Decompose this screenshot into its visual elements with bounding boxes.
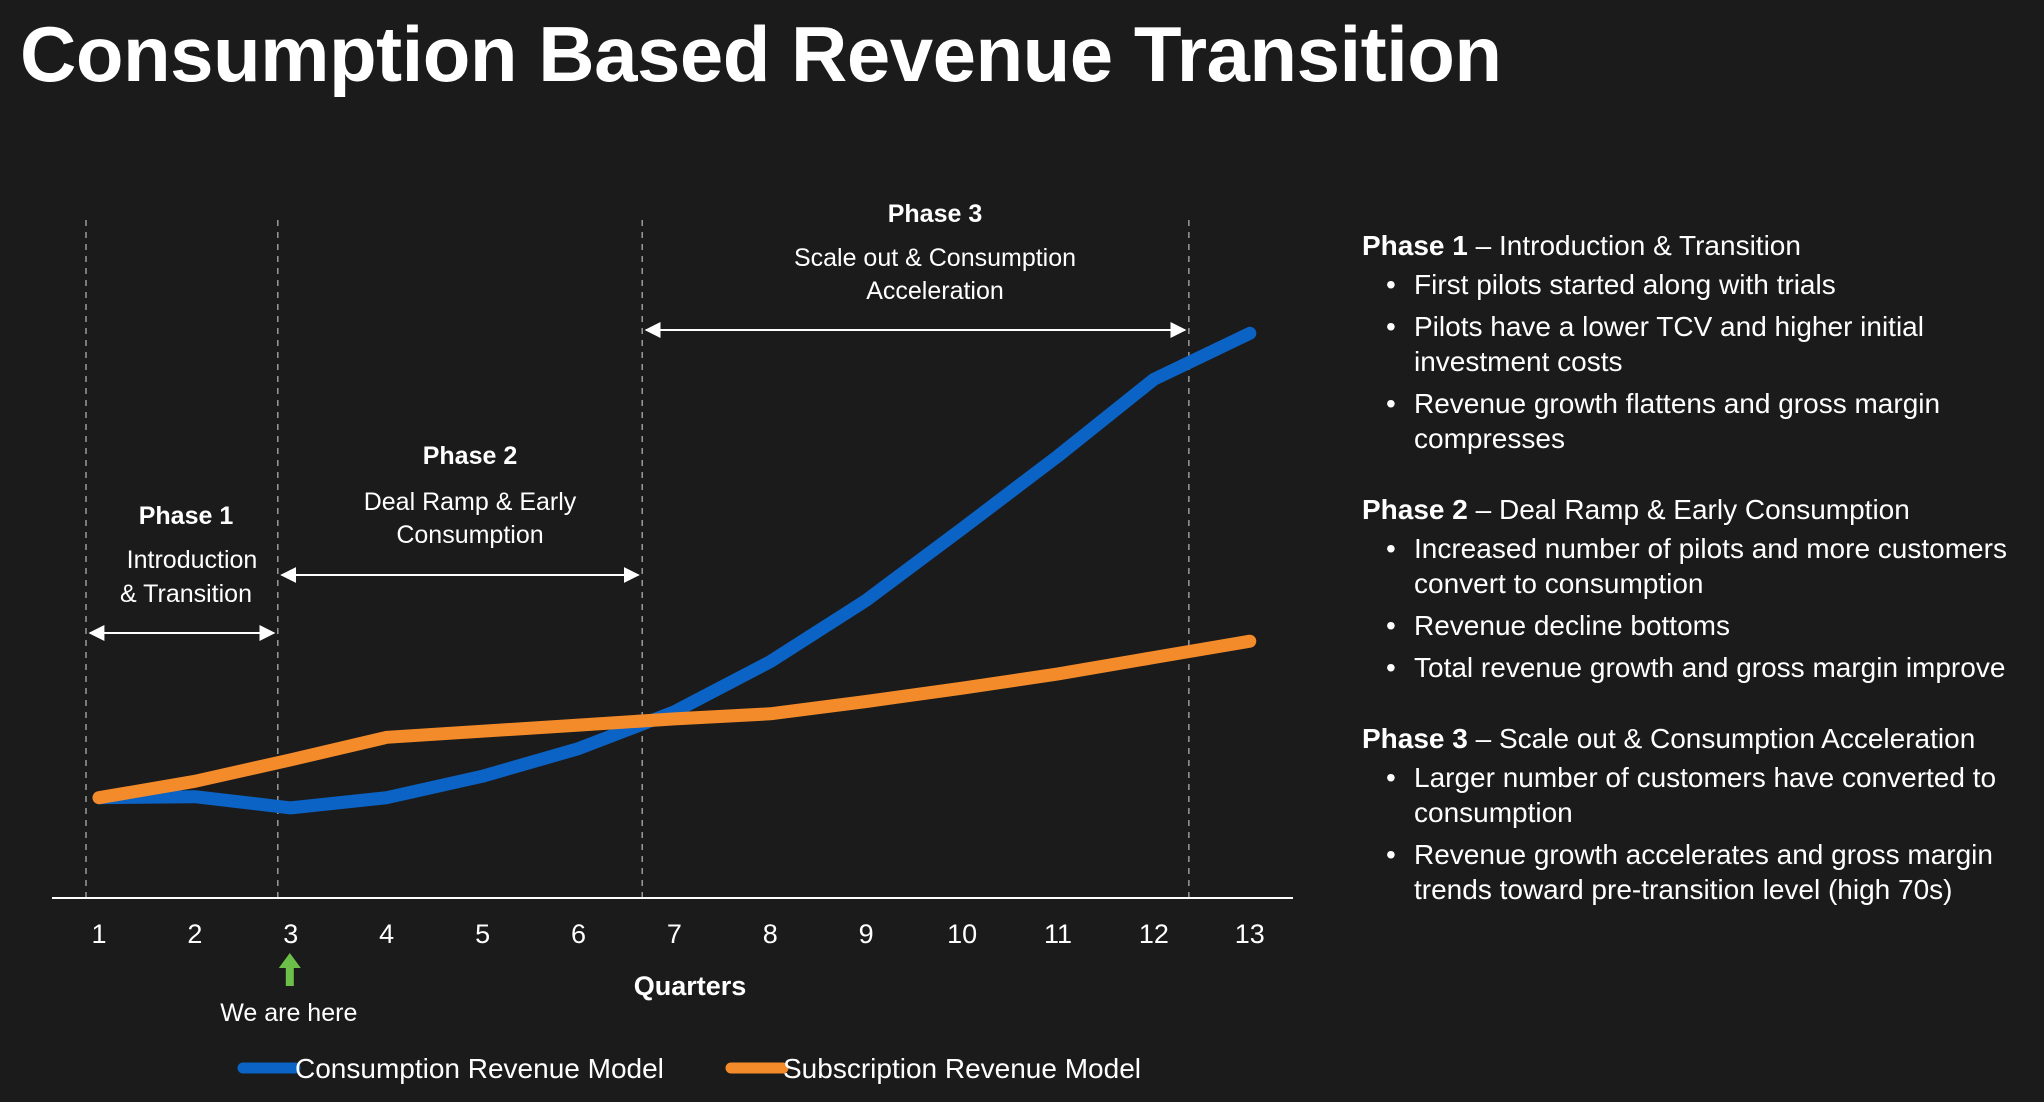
x-tick-label: 4: [379, 919, 394, 949]
x-tick-label: 13: [1235, 919, 1265, 949]
we-are-here-arrow-head: [278, 953, 301, 968]
we-are-here-label: We are here: [220, 999, 357, 1027]
phase-bullet-list: First pilots started along with trials Pi…: [1362, 267, 2032, 456]
phase-description-heading: Phase 3 – Scale out & Consumption Accele…: [1362, 721, 2032, 756]
phase-annotation-title: Phase 2: [423, 442, 518, 470]
series-lines: [92, 326, 1257, 815]
x-tick-label: 11: [1044, 919, 1072, 949]
phase-description-block: Phase 1 – Introduction & Transition First…: [1362, 228, 2032, 456]
x-tick-label: 1: [91, 919, 106, 949]
phase-annotation-text: Acceleration: [866, 277, 1004, 305]
consumption-series-line: [92, 326, 1257, 815]
phase-description-heading: Phase 1 – Introduction & Transition: [1362, 228, 2032, 263]
x-tick-label: 7: [667, 919, 682, 949]
phase-description-block: Phase 3 – Scale out & Consumption Accele…: [1362, 721, 2032, 907]
phase-annotations: Phase 1 Introduction & Transition Phase 2 De…: [88, 200, 1187, 641]
legend: Consumption Revenue Model Subscription Re…: [237, 1053, 1141, 1084]
phase-bullet-item: Increased number of pilots and more cust…: [1386, 531, 2032, 601]
phase-bullet-item: Revenue growth accelerates and gross mar…: [1386, 837, 2032, 907]
subscription-series-line: [92, 634, 1257, 805]
legend-item: Subscription Revenue Model: [725, 1053, 1141, 1084]
legend-item: Consumption Revenue Model: [237, 1053, 664, 1084]
phase-description-phase: Phase 1: [1362, 230, 1468, 261]
phase-bullet-list: Larger number of customers have converte…: [1362, 760, 2032, 907]
revenue-transition-chart: Phase 1 Introduction & Transition Phase 2 De…: [52, 200, 1293, 1084]
phase-description-heading: Phase 2 – Deal Ramp & Early Consumption: [1362, 492, 2032, 527]
phase-description-subtitle: – Deal Ramp & Early Consumption: [1467, 494, 1910, 525]
phase-annotation-text: Deal Ramp & Early: [364, 488, 577, 516]
phase-description-block: Phase 2 – Deal Ramp & Early Consumption I…: [1362, 492, 2032, 685]
x-tick-label: 3: [283, 919, 298, 949]
phase-descriptions-panel: Phase 1 – Introduction & Transition First…: [1362, 228, 2032, 943]
phase-annotation: Phase 2 Deal Ramp & Early Consumption: [280, 442, 640, 583]
x-tick-label: 8: [763, 919, 778, 949]
phase-bullet-item: Revenue decline bottoms: [1386, 608, 2032, 643]
x-tick-label: 6: [571, 919, 586, 949]
phase-bullet-item: Pilots have a lower TCV and higher initi…: [1386, 309, 2032, 379]
phase-annotation-title: Phase 3: [888, 200, 983, 228]
we-are-here-arrow-shaft: [285, 966, 294, 986]
phase-annotation-title: Phase 1: [139, 502, 234, 530]
x-tick-label: 2: [187, 919, 202, 949]
legend-label: Consumption Revenue Model: [295, 1053, 664, 1084]
legend-label: Subscription Revenue Model: [783, 1053, 1141, 1084]
phase-description-subtitle: – Scale out & Consumption Acceleration: [1467, 723, 1976, 754]
phase-annotation-text: Consumption: [396, 521, 543, 549]
x-tick-label: 10: [947, 919, 977, 949]
phase-annotation: Phase 1 Introduction & Transition: [88, 502, 276, 641]
phase-description-phase: Phase 2: [1362, 494, 1468, 525]
phase-annotation-text: & Transition: [120, 580, 252, 608]
phase-bullet-item: First pilots started along with trials: [1386, 267, 2032, 302]
page-title: Consumption Based Revenue Transition: [20, 10, 1502, 98]
phase-bullet-list: Increased number of pilots and more cust…: [1362, 531, 2032, 685]
phase-boundary-lines: [85, 220, 1190, 898]
phase-annotation: Phase 3 Scale out & Consumption Accelerati…: [644, 200, 1187, 338]
phase-annotation-text: Scale out & Consumption: [794, 244, 1076, 272]
x-tick-label: 12: [1139, 919, 1169, 949]
we-are-here-marker: We are here: [220, 953, 357, 1027]
phase-description-subtitle: – Introduction & Transition: [1467, 230, 1801, 261]
phase-description-phase: Phase 3: [1362, 723, 1468, 754]
x-axis-title: Quarters: [634, 971, 747, 1001]
x-tick-label: 5: [475, 919, 490, 949]
phase-annotation-text: Introduction: [127, 546, 258, 574]
x-tick-labels: 1 2 3 4 5 6 7 8 9 10 11 12 13: [91, 919, 1264, 949]
phase-bullet-item: Larger number of customers have converte…: [1386, 760, 2032, 830]
x-tick-label: 9: [859, 919, 874, 949]
phase-bullet-item: Total revenue growth and gross margin im…: [1386, 650, 2032, 685]
phase-bullet-item: Revenue growth flattens and gross margin…: [1386, 386, 2032, 456]
